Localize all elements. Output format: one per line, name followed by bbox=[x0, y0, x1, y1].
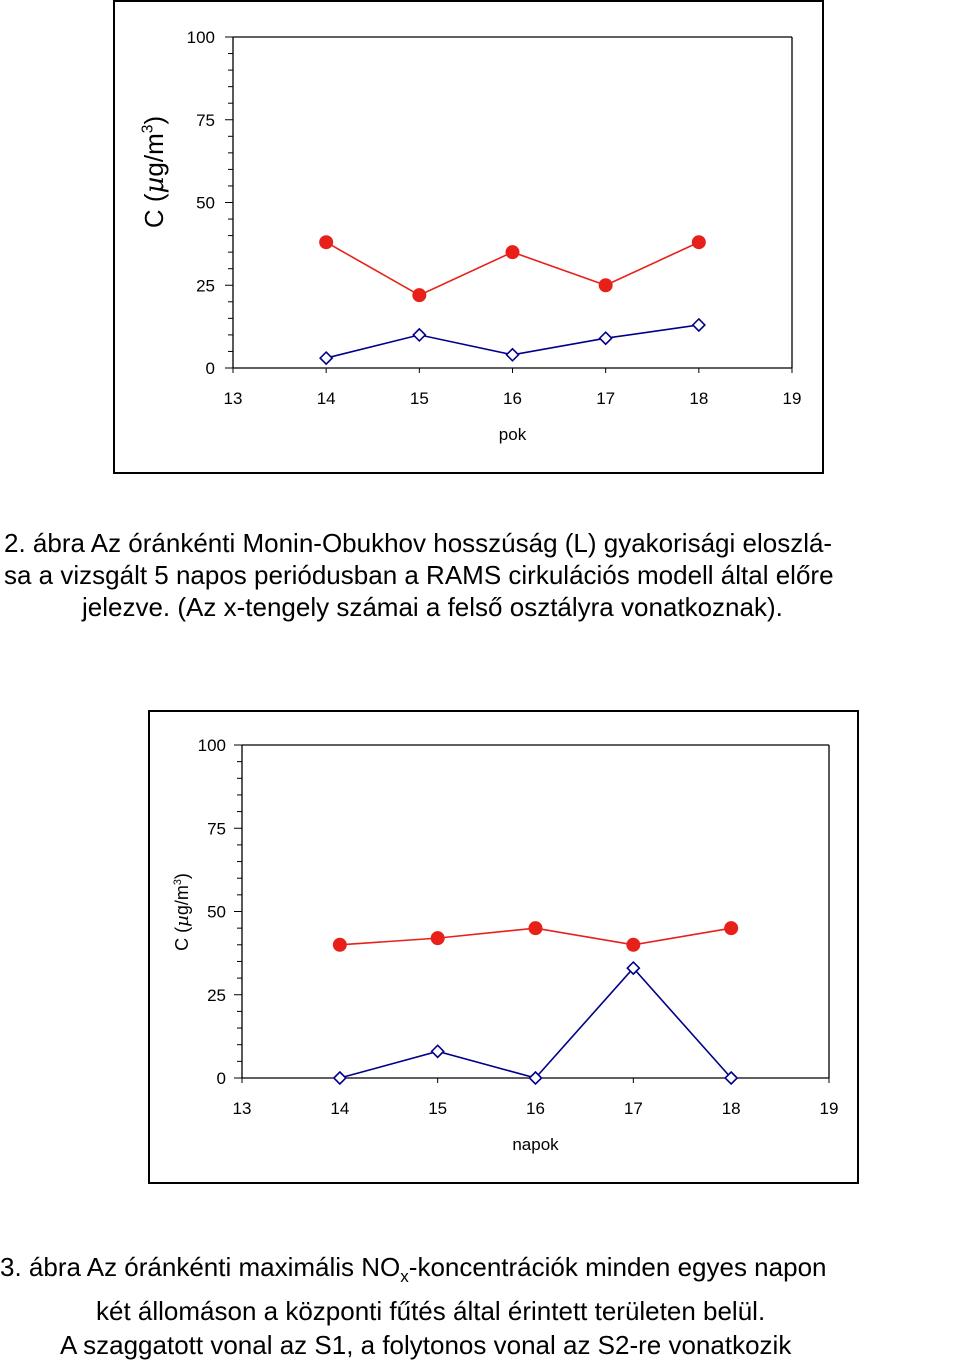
x-tick-label: 17 bbox=[624, 1099, 643, 1118]
figure-2-caption: 2. ábra Az óránkénti Monin-Obukhov hossz… bbox=[0, 527, 960, 623]
series-S1-point bbox=[412, 327, 427, 343]
y-tick-label: 75 bbox=[207, 819, 226, 838]
series-S1-point bbox=[626, 960, 641, 976]
y-axis-label-prefix: C ( bbox=[139, 193, 169, 228]
x-tick-label: 15 bbox=[428, 1099, 447, 1118]
x-tick-label: 14 bbox=[330, 1099, 349, 1118]
series-S1-point bbox=[319, 350, 334, 366]
x-tick-label: 19 bbox=[783, 389, 802, 408]
figure-3-caption: 3. ábra Az óránkénti maximális NOx-konce… bbox=[0, 1250, 960, 1362]
chart-1: 0 25 50 75 100 13 14 15 16 17 18 19 pok C (µg/m3) bbox=[139, 28, 802, 444]
figure-3-caption-line-1-start: 3. ábra Az óránkénti maximális NO bbox=[0, 1252, 401, 1282]
x-axis-label: napok bbox=[512, 1135, 559, 1154]
y-axis-label-superscript: 3 bbox=[140, 125, 157, 134]
figure-3-caption-line-3: A szaggatott vonal az S1, a folytonos vo… bbox=[60, 1330, 792, 1361]
y-axis-label: C (µg/m3) bbox=[172, 873, 193, 951]
x-tick-label: 18 bbox=[689, 389, 708, 408]
x-tick-label: 15 bbox=[410, 389, 429, 408]
series-S1-point bbox=[528, 1070, 543, 1086]
series-S1-point bbox=[691, 317, 706, 333]
series-S1-point bbox=[332, 1070, 347, 1086]
series-S1-point bbox=[505, 347, 520, 362]
series-S2-point bbox=[691, 235, 706, 250]
x-tick-label: 19 bbox=[820, 1099, 839, 1118]
chart-1-frame: 0 25 50 75 100 13 14 15 16 17 18 19 pok C (µg/m3) bbox=[113, 0, 824, 474]
y-tick-label: 50 bbox=[196, 194, 215, 213]
series-S2-point bbox=[724, 921, 739, 936]
x-tick-label: 16 bbox=[526, 1099, 545, 1118]
series-S2-point bbox=[332, 937, 347, 952]
y-tick-label: 100 bbox=[187, 28, 215, 47]
figure-3-caption-line-2: két állomáson a központi fűtés által éri… bbox=[96, 1296, 766, 1327]
series-S1-point bbox=[724, 1070, 739, 1086]
series-S2-point bbox=[412, 288, 427, 303]
x-tick-label: 13 bbox=[224, 389, 243, 408]
x-tick-label: 14 bbox=[317, 389, 336, 408]
y-axis-label-unit: g/m bbox=[139, 133, 169, 176]
y-tick-label: 100 bbox=[198, 736, 226, 755]
figure-2-caption-line-2: sa a vizsgált 5 napos periódusban a RAMS… bbox=[4, 560, 834, 590]
figure-2-caption-line-1: 2. ábra Az óránkénti Monin-Obukhov hossz… bbox=[4, 528, 833, 558]
series-S1-line bbox=[339, 966, 732, 1079]
y-axis-label-suffix: ) bbox=[139, 116, 169, 125]
figure-3-caption-subscript: x bbox=[400, 1267, 409, 1287]
x-axis-label: pok bbox=[499, 425, 527, 444]
series-S2-point bbox=[319, 235, 334, 250]
y-tick-label: 25 bbox=[207, 986, 226, 1005]
series-S2-point bbox=[626, 937, 641, 952]
y-tick-label: 25 bbox=[196, 276, 215, 295]
series-S1-point bbox=[598, 331, 613, 346]
y-axis-label-unit: g/m bbox=[172, 885, 192, 915]
y-axis-label-mu: µ bbox=[172, 915, 193, 927]
y-axis-label: C (µg/m3) bbox=[139, 116, 170, 228]
y-axis-label-suffix: ) bbox=[172, 873, 192, 879]
x-tick-label: 16 bbox=[503, 389, 522, 408]
series-S2-point bbox=[505, 245, 520, 260]
chart-2: 0 25 50 75 100 13 14 15 16 17 18 19 napok C (µg/m3) bbox=[172, 736, 839, 1154]
y-tick-label: 75 bbox=[196, 111, 215, 130]
series-S2-point bbox=[598, 278, 613, 293]
series-S1-point bbox=[430, 1044, 445, 1059]
y-axis-label-superscript: 3 bbox=[172, 879, 184, 885]
figure-3-caption-line-1: 3. ábra Az óránkénti maximális NOx-konce… bbox=[0, 1250, 960, 1294]
figure-3-caption-line-1-end: -koncentrációk minden egyes napon bbox=[408, 1252, 827, 1282]
x-tick-label: 13 bbox=[233, 1099, 252, 1118]
x-tick-label: 17 bbox=[596, 389, 615, 408]
series-S2-point bbox=[528, 921, 543, 936]
series-S2-point bbox=[430, 931, 445, 946]
x-tick-label: 18 bbox=[722, 1099, 741, 1118]
chart-2-frame: 0 25 50 75 100 13 14 15 16 17 18 19 napok C (µg/m3) bbox=[148, 710, 859, 1184]
figure-2-caption-line-3: jelezve. (Az x-tengely számai a felső os… bbox=[82, 592, 783, 622]
y-axis-label-prefix: C ( bbox=[172, 927, 192, 951]
y-tick-label: 50 bbox=[207, 903, 226, 922]
y-tick-label: 0 bbox=[217, 1069, 226, 1088]
y-tick-label: 0 bbox=[206, 359, 215, 378]
y-axis-label-mu: µ bbox=[140, 177, 170, 194]
